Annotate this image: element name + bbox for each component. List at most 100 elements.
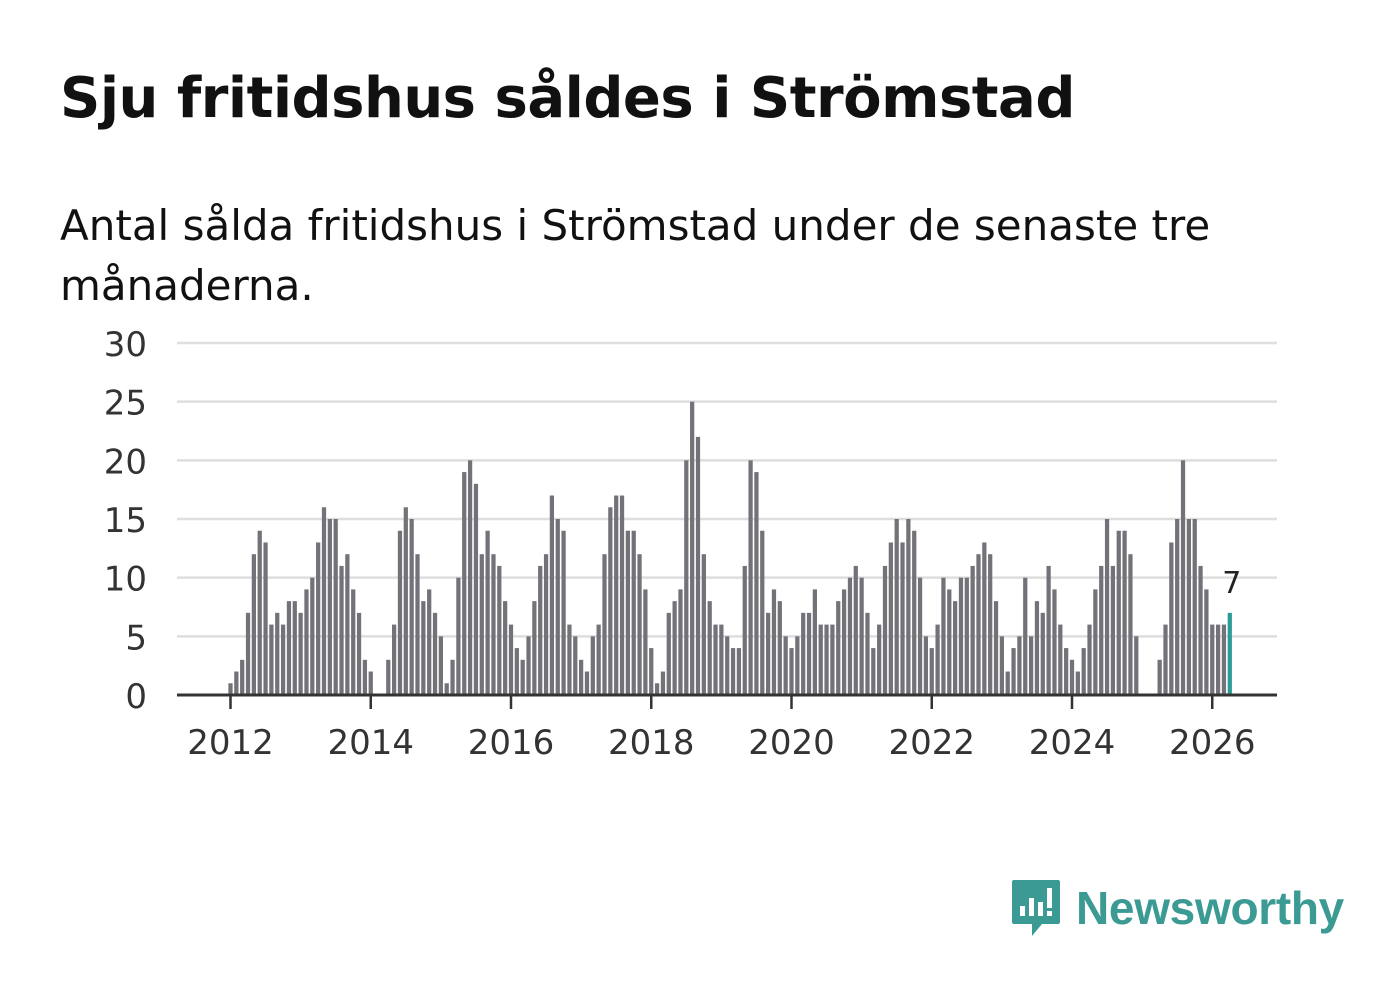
bar (859, 577, 864, 695)
bar (1040, 612, 1045, 695)
bar (304, 589, 309, 695)
bar (754, 472, 759, 695)
x-tick-label: 2024 (1029, 723, 1116, 763)
bar (666, 612, 671, 695)
bar (467, 460, 473, 695)
bar (672, 601, 677, 695)
y-tick-label: 10 (104, 560, 147, 600)
bar (590, 636, 595, 695)
bar (327, 519, 332, 695)
bar (619, 495, 625, 695)
bar (310, 577, 315, 695)
bar (725, 636, 730, 695)
bar (812, 589, 817, 695)
bar (1221, 624, 1227, 695)
bar (760, 530, 765, 695)
bar (356, 612, 362, 695)
bar (719, 624, 724, 695)
bar (1052, 589, 1057, 695)
bar (485, 530, 490, 695)
bar (321, 507, 327, 695)
bar (625, 530, 630, 695)
x-axis: 2012 2014 2016 2018 2020 2022 2024 2026 (177, 693, 1277, 763)
bar (888, 542, 893, 695)
bar (1192, 519, 1197, 695)
bar (561, 530, 566, 695)
bar (298, 612, 303, 695)
bar (1058, 624, 1063, 695)
bar (269, 624, 274, 695)
bar (736, 648, 742, 695)
bar (257, 530, 262, 695)
bar (1087, 624, 1092, 695)
bar (1180, 460, 1186, 695)
bar (240, 659, 245, 695)
newsworthy-logo: Newsworthy (1010, 878, 1344, 938)
bar (643, 589, 648, 695)
y-tick-label: 20 (104, 442, 147, 482)
bar (818, 624, 823, 695)
bar (456, 577, 461, 695)
bar (988, 554, 993, 695)
bar (970, 565, 975, 695)
bars (228, 401, 1232, 695)
bar (684, 460, 689, 695)
bar (503, 601, 508, 695)
bar (742, 565, 747, 695)
bar (953, 601, 958, 695)
chart-subtitle: Antal sålda fritidshus i Strömstad under… (60, 201, 1211, 310)
y-tick-label: 15 (104, 501, 147, 541)
bar (783, 636, 788, 695)
bar (806, 612, 812, 695)
bar (514, 648, 519, 695)
bar (976, 554, 981, 695)
bar (917, 577, 923, 695)
bar (1186, 519, 1191, 695)
bar (421, 601, 426, 695)
bar (1204, 589, 1209, 695)
bar (730, 648, 736, 695)
y-tick-label: 30 (104, 325, 147, 365)
bar (900, 542, 905, 695)
bar (964, 577, 969, 695)
bar (614, 495, 619, 695)
bar (1017, 636, 1022, 695)
bar (1215, 624, 1221, 695)
bar (660, 671, 666, 695)
bar (508, 624, 514, 695)
bar (1210, 624, 1215, 695)
bar (392, 624, 397, 695)
bar (865, 612, 870, 695)
bar (286, 601, 292, 695)
bar (882, 565, 888, 695)
bar (532, 601, 537, 695)
bar (771, 589, 777, 695)
bar (1069, 659, 1075, 695)
bar (713, 624, 718, 695)
bar (912, 530, 917, 695)
bar (695, 436, 701, 695)
bar (1110, 565, 1116, 695)
x-tick-label: 2026 (1169, 723, 1256, 763)
bar (894, 519, 899, 695)
bar (923, 636, 929, 695)
bar (777, 601, 782, 695)
bar (397, 530, 403, 695)
bar (654, 683, 660, 695)
y-tick-label: 25 (104, 384, 147, 424)
bar (579, 659, 584, 695)
highlight-value-label: 7 (1222, 566, 1241, 601)
bar (1075, 671, 1080, 695)
x-tick-label: 2012 (187, 723, 274, 763)
bar (836, 601, 841, 695)
bar (555, 519, 560, 695)
bar (351, 589, 356, 695)
bar (1175, 519, 1180, 695)
bar (362, 659, 368, 695)
bar (491, 554, 496, 695)
bar (1064, 648, 1069, 695)
bar (1046, 565, 1051, 695)
bar (958, 577, 964, 695)
highlight-bar (1227, 612, 1232, 695)
bar (1128, 554, 1133, 695)
